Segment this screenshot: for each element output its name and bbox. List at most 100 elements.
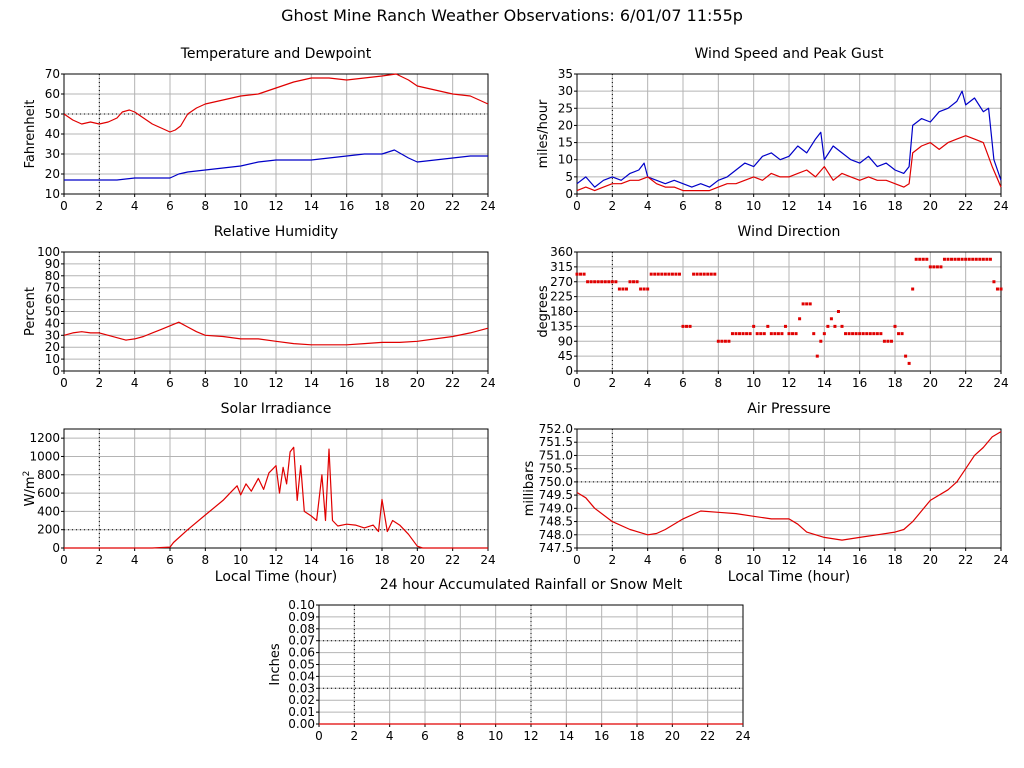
y-axis-label: Fahrenheit (23, 100, 38, 169)
x-tick-label: 16 (594, 729, 609, 743)
x-tick-label: 18 (887, 553, 902, 567)
x-tick-label: 16 (852, 553, 867, 567)
x-tick-label: 18 (629, 729, 644, 743)
x-tick-label: 22 (445, 199, 460, 213)
data-point (911, 287, 915, 291)
y-tick-label: 90 (558, 334, 573, 348)
x-tick-label: 0 (60, 553, 68, 567)
data-point (713, 272, 717, 276)
data-point (819, 339, 823, 343)
x-axis-label: Local Time (hour) (728, 569, 850, 585)
x-axis-label: Local Time (hour) (215, 569, 337, 585)
data-point (632, 280, 636, 284)
data-point (723, 339, 727, 343)
data-point (755, 332, 759, 336)
x-tick-label: 18 (887, 376, 902, 390)
y-axis-label-text: miles/hour (536, 99, 551, 168)
x-tick-label: 4 (131, 376, 139, 390)
series-line-red (576, 135, 1002, 192)
x-tick-label: 8 (715, 376, 723, 390)
y-tick-label: 100 (37, 245, 60, 259)
x-tick-label: 10 (233, 199, 248, 213)
data-point (985, 257, 989, 261)
y-tick-label: 0.06 (288, 646, 315, 660)
y-tick-label: 752.0 (539, 422, 573, 436)
data-point (681, 324, 685, 328)
data-point (928, 265, 932, 269)
y-axis-label-text: Fahrenheit (23, 100, 38, 169)
x-tick-label: 0 (60, 199, 68, 213)
data-point (769, 332, 773, 336)
x-tick-label: 6 (421, 729, 429, 743)
series-line-red (63, 321, 489, 346)
x-tick-label: 8 (202, 199, 210, 213)
x-tick-label: 18 (374, 553, 389, 567)
y-axis-label: Inches (268, 643, 283, 685)
data-point (939, 265, 943, 269)
grid (576, 73, 1002, 195)
series-line-red (64, 446, 488, 549)
data-point (918, 257, 922, 261)
x-tick-label: 14 (817, 553, 832, 567)
y-tick-label: 60 (45, 87, 60, 101)
chart-title: Air Pressure (747, 401, 830, 417)
x-tick-label: 14 (817, 199, 832, 213)
x-tick-label: 6 (679, 199, 687, 213)
data-point (974, 257, 978, 261)
x-tick-label: 24 (993, 553, 1008, 567)
y-axis-label-text: W/m (23, 476, 38, 506)
data-point (706, 272, 710, 276)
y-tick-label: 135 (550, 319, 573, 333)
data-point (942, 257, 946, 261)
y-tick-label: 80 (45, 269, 60, 283)
y-tick-label: 50 (45, 305, 60, 319)
x-tick-label: 12 (781, 553, 796, 567)
data-point (995, 287, 999, 291)
data-point (663, 272, 667, 276)
data-point (653, 272, 657, 276)
y-tick-label: 30 (45, 328, 60, 342)
data-point (607, 280, 611, 284)
data-point (872, 332, 876, 336)
rainfall-chart: 24 hour Accumulated Rainfall or Snow Mel… (268, 577, 751, 743)
y-tick-label: 749.5 (539, 488, 573, 502)
data-point (614, 280, 618, 284)
data-point (805, 302, 809, 306)
y-tick-label: 750.5 (539, 462, 573, 476)
series-line-blue (64, 149, 488, 181)
chart-title: Relative Humidity (214, 224, 338, 240)
y-axis-label-superscript: 2 (22, 471, 32, 477)
x-tick-label: 8 (715, 199, 723, 213)
y-tick-label: 0 (52, 364, 60, 378)
x-tick-label: 20 (410, 376, 425, 390)
grid (576, 428, 1002, 549)
y-tick-label: 747.5 (539, 541, 573, 555)
x-tick-label: 24 (480, 553, 495, 567)
grid (63, 429, 489, 549)
x-tick-label: 16 (852, 199, 867, 213)
y-tick-label: 10 (45, 187, 60, 201)
data-point (617, 287, 621, 291)
data-point (812, 332, 816, 336)
data-point (783, 324, 787, 328)
data-point (593, 280, 597, 284)
y-tick-label: 45 (558, 349, 573, 363)
data-point (720, 339, 724, 343)
x-tick-label: 8 (202, 376, 210, 390)
x-tick-label: 10 (746, 553, 761, 567)
page-title: Ghost Mine Ranch Weather Observations: 6… (281, 6, 743, 25)
data-point (759, 332, 763, 336)
y-tick-label: 0.00 (288, 717, 315, 731)
data-point (646, 287, 650, 291)
x-tick-label: 2 (609, 553, 617, 567)
data-point (674, 272, 678, 276)
data-point (695, 272, 699, 276)
data-point (635, 280, 639, 284)
data-point (642, 287, 646, 291)
x-tick-label: 24 (480, 376, 495, 390)
y-tick-label: 25 (558, 101, 573, 115)
data-point (808, 302, 812, 306)
data-point (844, 332, 848, 336)
